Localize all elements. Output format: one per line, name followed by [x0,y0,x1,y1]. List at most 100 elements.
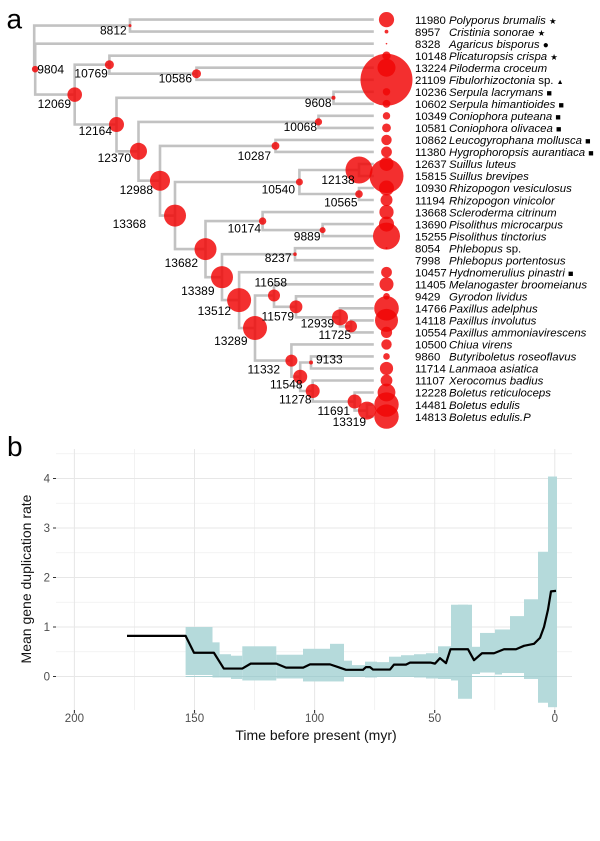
svg-text:12069: 12069 [38,97,72,111]
svg-text:4: 4 [44,474,51,486]
svg-text:8054: 8054 [415,243,440,255]
svg-text:11658: 11658 [255,276,288,290]
svg-text:Lanmaoa asiatica: Lanmaoa asiatica [449,364,538,376]
svg-text:a: a [7,4,23,35]
svg-text:10554: 10554 [415,328,447,340]
svg-text:12138: 12138 [321,173,355,187]
svg-text:15255: 15255 [415,231,447,243]
svg-text:13668: 13668 [415,207,447,219]
svg-text:8328: 8328 [415,39,440,51]
svg-text:13690: 13690 [415,219,447,231]
svg-text:11714: 11714 [415,364,446,376]
svg-text:10602: 10602 [415,99,447,111]
svg-text:11579: 11579 [262,310,295,324]
svg-text:11332: 11332 [248,363,281,377]
svg-text:Paxillus adelphus: Paxillus adelphus [449,304,538,316]
svg-text:10148: 10148 [415,51,447,63]
svg-text:Mean gene duplication rate: Mean gene duplication rate [18,494,34,663]
svg-text:11107: 11107 [415,376,445,388]
svg-text:Serpula lacrymans ■: Serpula lacrymans ■ [449,87,552,99]
svg-text:Boletus edulis.P: Boletus edulis.P [449,412,531,424]
svg-text:14118: 14118 [415,316,446,328]
svg-text:Fibulorhizoctonia sp. ▲: Fibulorhizoctonia sp. ▲ [449,75,564,87]
svg-text:Melanogaster broomeianus: Melanogaster broomeianus [449,279,587,291]
svg-text:11548: 11548 [270,378,303,392]
svg-text:13368: 13368 [113,217,147,231]
svg-text:200: 200 [65,713,84,725]
svg-text:14766: 14766 [415,304,447,316]
svg-text:9889: 9889 [294,230,321,244]
svg-text:10500: 10500 [415,340,447,352]
svg-text:3: 3 [44,523,50,535]
svg-text:10862: 10862 [415,135,447,147]
svg-text:Paxillus ammoniavirescens: Paxillus ammoniavirescens [449,328,587,340]
svg-text:Plicaturopsis crispa ★: Plicaturopsis crispa ★ [449,51,558,63]
svg-text:10930: 10930 [415,183,447,195]
svg-text:14481: 14481 [415,400,447,412]
svg-text:0: 0 [44,672,50,684]
svg-text:Paxillus involutus: Paxillus involutus [449,316,537,328]
svg-text:10457: 10457 [415,267,447,279]
svg-text:150: 150 [185,713,204,725]
svg-text:8957: 8957 [415,27,440,39]
svg-text:9608: 9608 [305,96,332,110]
svg-text:Polyporus brumalis ★: Polyporus brumalis ★ [449,15,557,27]
svg-text:7998: 7998 [415,255,440,267]
svg-text:11725: 11725 [319,328,352,342]
svg-text:Time before present (myr): Time before present (myr) [235,727,396,743]
svg-text:13389: 13389 [181,284,215,298]
svg-text:10236: 10236 [415,87,447,99]
svg-text:Boletus edulis: Boletus edulis [449,400,520,412]
svg-text:10174: 10174 [228,222,262,236]
svg-text:Serpula himantioides ■: Serpula himantioides ■ [449,99,564,111]
svg-text:13319: 13319 [333,415,367,429]
svg-text:8237: 8237 [265,251,292,265]
svg-text:11194: 11194 [415,195,445,207]
svg-text:Phlebopus portentosus: Phlebopus portentosus [449,255,566,267]
svg-text:13224: 13224 [415,63,447,75]
svg-text:Rhizopogon vinicolor: Rhizopogon vinicolor [449,195,556,207]
svg-text:12370: 12370 [98,151,132,165]
svg-text:Phlebopus sp.: Phlebopus sp. [449,243,521,255]
svg-text:Rhizopogon vesiculosus: Rhizopogon vesiculosus [449,183,572,195]
svg-text:Xerocomus badius: Xerocomus badius [448,376,544,388]
svg-text:Gyrodon lividus: Gyrodon lividus [449,291,528,303]
svg-text:10586: 10586 [159,72,193,86]
svg-text:Pisolithus microcarpus: Pisolithus microcarpus [449,219,563,231]
svg-text:Cristinia sonorae ★: Cristinia sonorae ★ [449,27,546,39]
svg-text:8812: 8812 [100,24,127,38]
svg-text:Suillus luteus: Suillus luteus [449,159,516,171]
svg-text:Boletus reticuloceps: Boletus reticuloceps [449,388,551,400]
svg-text:10068: 10068 [284,120,318,134]
svg-text:11980: 11980 [415,15,446,27]
svg-text:Leucogyrophana mollusca ■: Leucogyrophana mollusca ■ [449,135,591,147]
svg-text:100: 100 [305,713,324,725]
svg-text:10287: 10287 [238,149,272,163]
svg-text:9804: 9804 [37,62,64,76]
svg-text:9860: 9860 [415,352,440,364]
svg-text:50: 50 [428,713,441,725]
svg-text:9429: 9429 [415,291,440,303]
svg-text:Agaricus bisporus ●: Agaricus bisporus ● [448,39,549,51]
svg-text:13512: 13512 [198,304,232,318]
svg-text:12228: 12228 [415,388,447,400]
svg-text:9133: 9133 [316,353,343,367]
svg-text:21109: 21109 [415,75,446,87]
svg-text:Piloderma croceum: Piloderma croceum [449,63,547,75]
svg-text:10540: 10540 [262,183,296,197]
svg-text:11278: 11278 [279,393,312,407]
svg-text:15815: 15815 [415,171,447,183]
svg-text:Hydnomerulius pinastri ■: Hydnomerulius pinastri ■ [449,267,573,279]
svg-text:13289: 13289 [214,334,248,348]
svg-text:b: b [7,431,23,462]
svg-text:Scleroderma citrinum: Scleroderma citrinum [449,207,557,219]
svg-text:Pisolithus tinctorius: Pisolithus tinctorius [449,231,547,243]
svg-text:0: 0 [552,713,558,725]
svg-text:11691: 11691 [318,404,351,418]
svg-text:12164: 12164 [79,124,113,138]
svg-text:2: 2 [44,573,50,585]
svg-text:12988: 12988 [120,183,154,197]
svg-text:10565: 10565 [324,196,358,210]
svg-text:14813: 14813 [415,412,447,424]
svg-text:Coniophora puteana ■: Coniophora puteana ■ [449,111,561,123]
